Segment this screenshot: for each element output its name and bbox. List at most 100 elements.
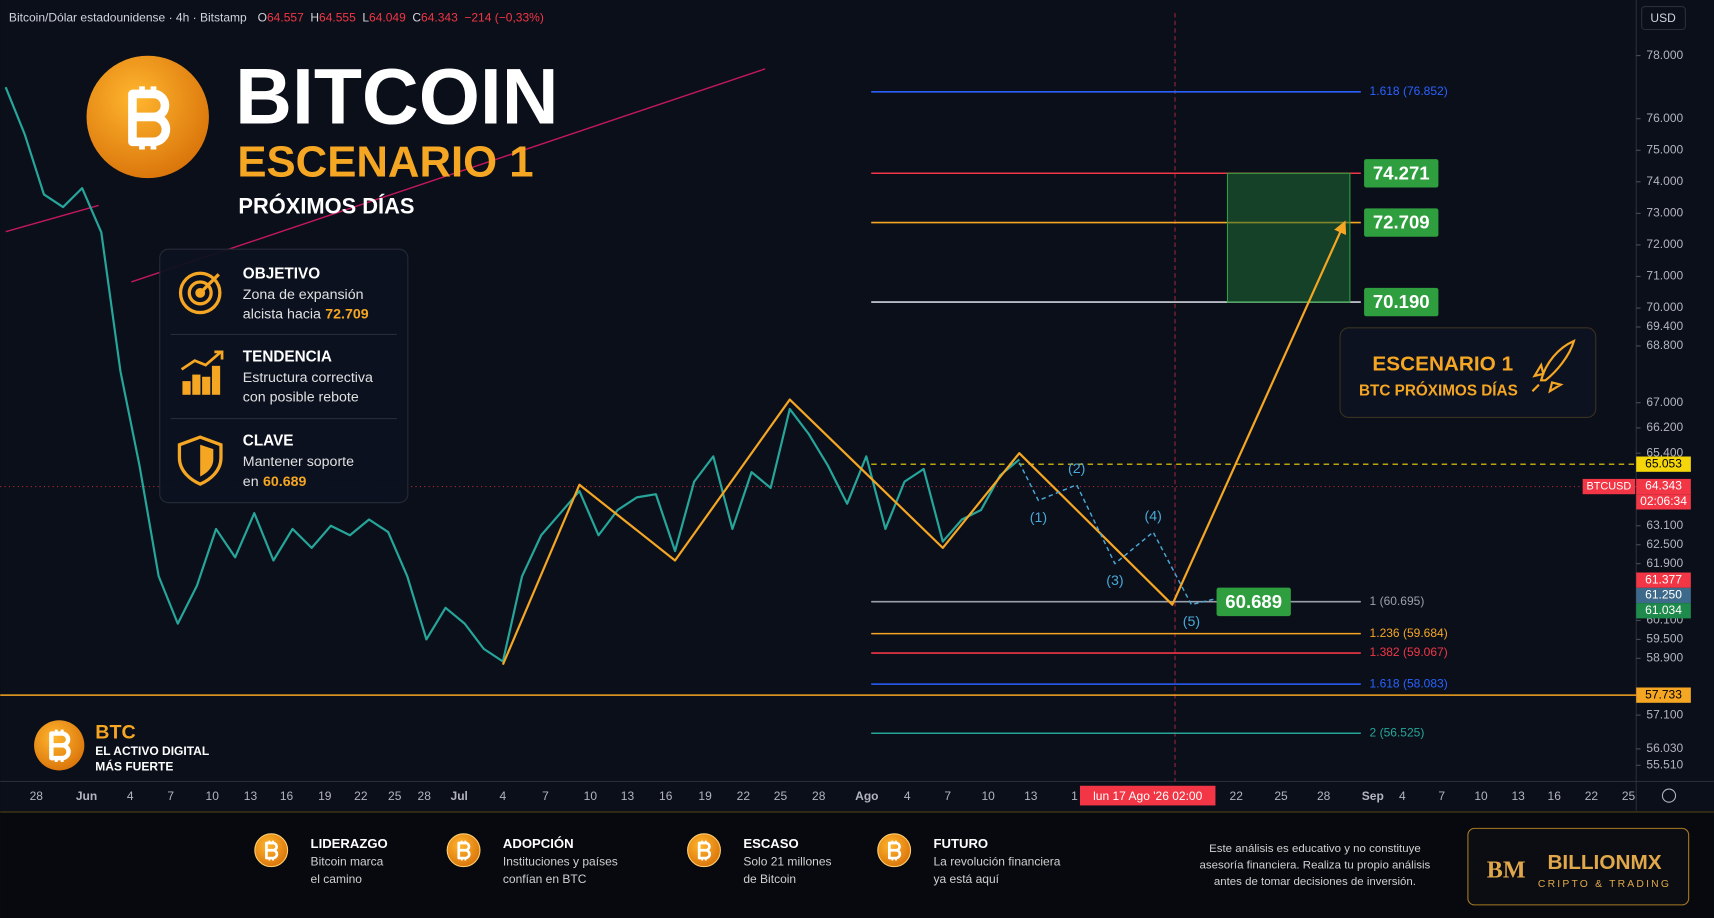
trendline (5, 204, 99, 233)
x-tick-label: 22 (1585, 789, 1599, 803)
headline-title: BITCOIN (235, 53, 558, 141)
badge-title: ESCENARIO 1 (1372, 352, 1513, 375)
y-tick-label: 69.400 (1646, 319, 1683, 333)
disclaimer: Este análisis es educativo y no constitu… (1209, 843, 1421, 855)
fib-label: 1.236 (59.684) (1370, 626, 1448, 640)
feature-line: confían en BTC (503, 872, 587, 886)
price-tag-box (1636, 687, 1691, 703)
x-tick-label: 25 (774, 789, 788, 803)
feature-line: ya está aquí (934, 872, 1000, 886)
feature-line: Instituciones y países (503, 854, 618, 868)
y-tick-label: 59.500 (1646, 632, 1683, 646)
y-tick-label: 55.510 (1646, 757, 1683, 771)
logo-name: BILLIONMX (1547, 851, 1661, 874)
currency-label[interactable]: USD (1650, 11, 1676, 25)
scenario-badge (1339, 327, 1597, 419)
x-tick-label: 7 (167, 789, 174, 803)
wave-label: (1) (1030, 510, 1047, 526)
support-tag: 60.689 (1225, 591, 1282, 612)
x-tick-label: 7 (1438, 789, 1445, 803)
y-tick-label: 70.000 (1646, 300, 1683, 314)
target-tag-box (1364, 287, 1439, 317)
target-tag-box (1364, 208, 1439, 237)
x-tick-label: 13 (244, 789, 258, 803)
settings-button[interactable] (1661, 788, 1677, 803)
currency-button[interactable] (1641, 6, 1686, 31)
price-tag-box (1636, 603, 1691, 619)
x-tick-label: 13 (621, 789, 635, 803)
x-tick-label: 25 (1274, 789, 1288, 803)
feature-line: el camino (311, 872, 363, 886)
y-tick-label: 57.100 (1646, 707, 1683, 721)
feature-list: LIDERAZGO Bitcoin marca el camino ADOPCIÓN I… (254, 833, 1061, 886)
feature-line: Bitcoin marca (311, 854, 384, 868)
headline-subtitle: PRÓXIMOS DÍAS (238, 193, 414, 218)
ohlc-value: 64.555 (319, 11, 356, 25)
price-tag: 57.733 (1645, 687, 1682, 701)
card-line: con posible rebote (243, 390, 359, 406)
feature-title: FUTURO (934, 836, 989, 851)
trendline (131, 68, 766, 283)
bitcoin-symbol (132, 86, 165, 149)
x-tick-label: 7 (944, 789, 951, 803)
logo-tagline: CRIPTO & TRADING (1538, 879, 1671, 890)
x-tick-label: 4 (904, 789, 911, 803)
trend-icon (180, 350, 224, 395)
disclaimer: antes de tomar decisiones de inversión. (1214, 876, 1416, 888)
target-tag-box (1364, 159, 1439, 188)
x-tick-label: 16 (659, 789, 673, 803)
x-tick-label: 1 (1071, 789, 1078, 803)
feature-title: ADOPCIÓN (503, 836, 574, 851)
card-line: Zona de expansión (243, 287, 364, 303)
x-tick-label: 4 (1399, 789, 1406, 803)
x-tick-label: 16 (280, 789, 294, 803)
feature-line: Solo 21 millones (743, 854, 831, 868)
info-panel (159, 248, 409, 504)
x-tick-label: 19 (698, 789, 712, 803)
crosshair-label: lun 17 Ago '26 02:00 (1093, 789, 1203, 803)
feature-icon-symbol (265, 839, 279, 862)
y-tick-label: 56.030 (1646, 741, 1683, 755)
countdown: 02:06:34 (1640, 494, 1687, 508)
x-tick-label: 28 (418, 789, 432, 803)
support-tag-box (1216, 587, 1291, 617)
y-tick-label: 67.000 (1646, 395, 1683, 409)
y-tick-label: 72.000 (1646, 237, 1683, 251)
headline-scenario: ESCENARIO 1 (237, 138, 533, 187)
ohlc-value: 64.343 (421, 11, 458, 25)
price-tag-box (1636, 572, 1691, 588)
price-tag-box (1636, 478, 1691, 495)
y-tick-label: 58.900 (1646, 650, 1683, 664)
x-tick-label: Jun (76, 789, 97, 803)
y-tick-label: 61.900 (1646, 556, 1683, 570)
logo-box (1467, 827, 1690, 906)
badge-subtitle: BTC PRÓXIMOS DÍAS (1359, 381, 1518, 399)
x-tick-label: 28 (1317, 789, 1331, 803)
ohlc-key: C (412, 11, 421, 25)
price-tag-box (1636, 587, 1691, 604)
rocket-icon (1531, 339, 1576, 394)
countdown-box (1636, 494, 1691, 510)
x-tick-label: Ago (855, 789, 878, 803)
ohlc-value: 64.049 (369, 11, 406, 25)
price-tag-box (1636, 456, 1691, 472)
brand-line: EL ACTIVO DIGITAL (95, 744, 209, 758)
feature-title: ESCASO (743, 836, 798, 851)
x-tick-label: 10 (1474, 789, 1488, 803)
symbol-tag: BTCUSD (1586, 480, 1631, 492)
x-tick-label: 4 (127, 789, 134, 803)
feature-icon-symbol (887, 839, 902, 862)
wave-label: (5) (1183, 614, 1200, 630)
card-highlight: 72.709 (325, 306, 369, 322)
x-tick-label: 13 (1024, 789, 1038, 803)
y-tick-label: 75.000 (1646, 142, 1683, 156)
disclaimer: asesoría financiera. Realiza tu propio a… (1200, 860, 1431, 872)
card-line: en 60.689 (243, 474, 307, 490)
x-tick-label: Sep (1362, 789, 1384, 803)
wave-label: (2) (1068, 461, 1085, 477)
x-tick-label: 22 (737, 789, 751, 803)
y-tick-label: 78.000 (1646, 48, 1683, 62)
feature-line: de Bitcoin (743, 872, 796, 886)
card-text: alcista hacia (243, 306, 321, 322)
y-tick-label: 73.000 (1646, 206, 1683, 220)
